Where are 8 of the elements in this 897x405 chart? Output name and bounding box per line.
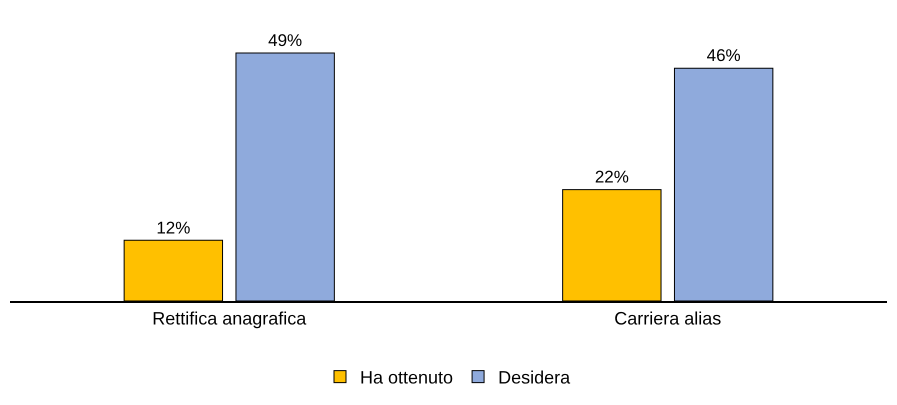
data-label: 22% — [594, 168, 629, 187]
legend-label: Desidera — [498, 368, 572, 388]
data-label: 46% — [706, 46, 741, 66]
legend-label: Ha ottenuto — [360, 368, 454, 388]
x-tick-label: Rettifica anagrafica — [152, 308, 308, 328]
data-label: 12% — [156, 218, 190, 238]
x-tick-label: Carriera alias — [614, 308, 722, 328]
data-label: 49% — [268, 31, 302, 50]
